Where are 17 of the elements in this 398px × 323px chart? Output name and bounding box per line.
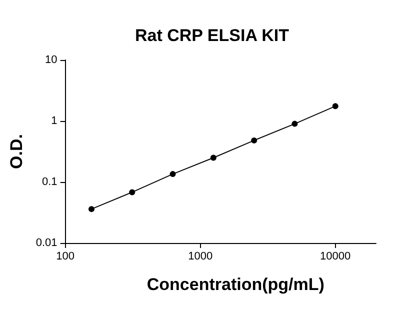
point	[332, 103, 338, 110]
x-tick-label: 100	[56, 250, 74, 262]
point	[88, 206, 94, 212]
point	[210, 154, 216, 161]
x-tick-label: 10000	[320, 250, 351, 262]
y-tick-label: 10	[45, 54, 58, 66]
y-tick-label: 0.01	[36, 237, 58, 249]
x-axis-title: Concentration(pg/mL)	[146, 275, 324, 294]
point	[129, 189, 136, 196]
y-axis-title: O.D.	[7, 134, 26, 169]
chart-title: Rat CRP ELSIA KIT	[135, 26, 290, 45]
y-tick-label: 0.1	[42, 176, 58, 188]
x-tick-label: 1000	[188, 250, 213, 262]
y-tick-label: 1	[51, 115, 58, 127]
point	[251, 137, 258, 144]
point	[170, 171, 176, 178]
point	[292, 120, 298, 127]
